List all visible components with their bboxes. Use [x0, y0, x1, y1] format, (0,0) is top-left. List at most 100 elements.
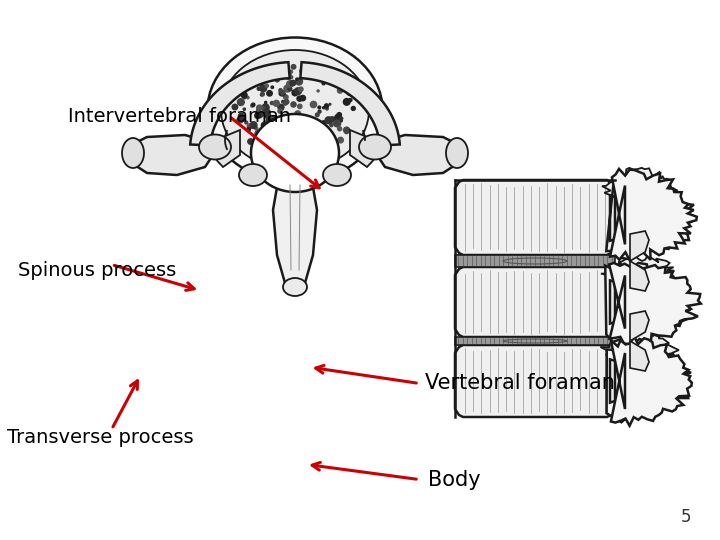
Circle shape: [318, 129, 325, 135]
Circle shape: [261, 93, 263, 96]
Polygon shape: [630, 341, 649, 371]
Circle shape: [330, 124, 333, 127]
Circle shape: [291, 128, 297, 134]
Circle shape: [294, 88, 302, 94]
Polygon shape: [630, 261, 649, 291]
Circle shape: [298, 118, 302, 122]
Circle shape: [300, 127, 302, 130]
Circle shape: [343, 84, 348, 88]
Circle shape: [255, 127, 258, 130]
Circle shape: [289, 123, 294, 127]
Circle shape: [256, 72, 259, 76]
Circle shape: [238, 99, 244, 105]
Circle shape: [293, 137, 296, 139]
Circle shape: [252, 143, 254, 144]
Circle shape: [330, 117, 335, 122]
Circle shape: [274, 130, 278, 133]
Circle shape: [343, 99, 350, 105]
Ellipse shape: [221, 50, 369, 170]
Circle shape: [325, 107, 328, 110]
Circle shape: [325, 104, 328, 108]
Circle shape: [280, 142, 284, 146]
Circle shape: [284, 100, 287, 102]
Circle shape: [325, 117, 332, 124]
Polygon shape: [630, 231, 649, 261]
Circle shape: [275, 78, 279, 82]
Circle shape: [248, 76, 253, 81]
Polygon shape: [210, 130, 240, 167]
Circle shape: [318, 106, 320, 109]
Circle shape: [273, 118, 280, 125]
Polygon shape: [600, 331, 679, 355]
Circle shape: [265, 84, 269, 87]
Circle shape: [262, 104, 269, 111]
Circle shape: [307, 122, 315, 129]
Circle shape: [274, 100, 279, 106]
Circle shape: [279, 132, 283, 136]
Circle shape: [309, 69, 314, 73]
Circle shape: [315, 113, 319, 117]
Circle shape: [341, 120, 342, 122]
Circle shape: [272, 116, 276, 120]
Ellipse shape: [323, 164, 351, 186]
Circle shape: [245, 121, 248, 124]
Text: 5: 5: [680, 509, 691, 526]
Polygon shape: [601, 255, 674, 279]
Circle shape: [338, 88, 343, 93]
Circle shape: [278, 109, 282, 113]
Circle shape: [261, 122, 268, 128]
Circle shape: [270, 70, 274, 75]
Circle shape: [305, 145, 309, 148]
Circle shape: [264, 112, 271, 118]
Text: Intervertebral foraman: Intervertebral foraman: [68, 106, 292, 126]
Circle shape: [292, 90, 298, 96]
Polygon shape: [190, 62, 289, 145]
Circle shape: [326, 144, 329, 147]
Circle shape: [250, 122, 257, 129]
Circle shape: [288, 87, 292, 91]
Circle shape: [300, 96, 305, 101]
Circle shape: [304, 140, 307, 144]
Circle shape: [261, 106, 264, 109]
Circle shape: [255, 113, 260, 118]
Circle shape: [278, 104, 284, 110]
Circle shape: [241, 92, 247, 98]
Circle shape: [257, 87, 260, 90]
Circle shape: [270, 148, 276, 154]
Circle shape: [281, 140, 286, 146]
Circle shape: [322, 150, 324, 152]
Circle shape: [312, 138, 318, 144]
Circle shape: [279, 123, 282, 125]
Circle shape: [312, 135, 316, 139]
Polygon shape: [127, 135, 213, 175]
Circle shape: [237, 118, 241, 123]
Circle shape: [274, 119, 276, 122]
Circle shape: [294, 122, 297, 124]
Circle shape: [282, 100, 284, 103]
Circle shape: [265, 102, 266, 104]
Circle shape: [280, 69, 283, 72]
Circle shape: [297, 96, 302, 102]
Circle shape: [321, 145, 327, 151]
Circle shape: [279, 89, 282, 92]
Circle shape: [300, 141, 302, 143]
Circle shape: [343, 127, 350, 133]
Circle shape: [256, 111, 263, 118]
Circle shape: [264, 110, 270, 115]
Circle shape: [286, 145, 291, 151]
Circle shape: [243, 96, 246, 99]
Circle shape: [256, 105, 262, 111]
Polygon shape: [273, 170, 317, 283]
Circle shape: [313, 129, 320, 136]
Circle shape: [248, 139, 253, 144]
Circle shape: [333, 71, 340, 78]
Circle shape: [247, 97, 249, 99]
Circle shape: [286, 73, 292, 79]
Ellipse shape: [283, 278, 307, 296]
Circle shape: [296, 78, 298, 80]
Circle shape: [259, 74, 264, 78]
Circle shape: [312, 130, 320, 137]
Circle shape: [299, 87, 303, 91]
Circle shape: [300, 70, 302, 72]
Circle shape: [271, 117, 277, 123]
